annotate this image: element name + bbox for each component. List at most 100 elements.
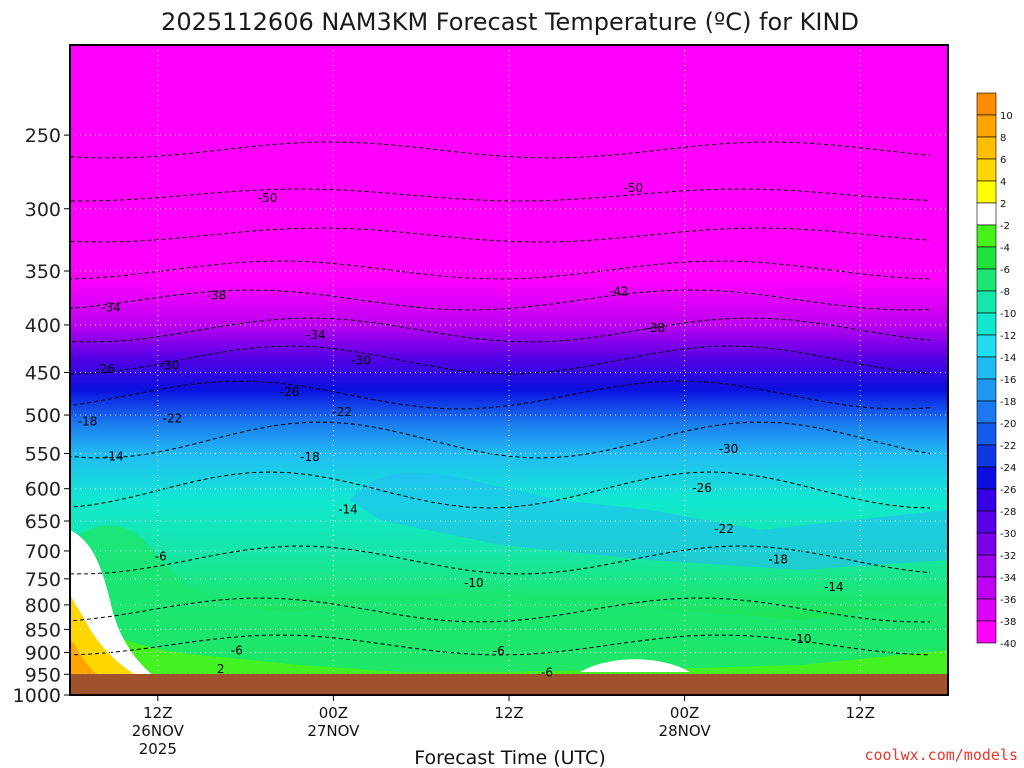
colorbar: 10 8 6 4 2 -2 -4 -6 -8 -10 -12 -14 -16 -18 -20 -22 -24 -2…: [976, 92, 1016, 650]
contour-label-0: -50: [258, 191, 278, 205]
colorbar-label-10: 10: [1000, 111, 1013, 122]
x-tick-label: 27NOV: [307, 722, 360, 740]
colorbar-label--24: -24: [1000, 463, 1016, 474]
isotherm-line-10: [70, 545, 931, 575]
grid-lines: [70, 45, 948, 695]
isotherm-line-7: [70, 380, 931, 410]
x-tick-label: 00Z: [319, 704, 348, 722]
colorbar-label--30: -30: [1000, 529, 1016, 540]
y-tick-label: 850: [25, 619, 61, 641]
contour-label-28: 2: [217, 662, 225, 676]
contour-label-16: -14: [338, 503, 358, 517]
colorbar-label--8: -8: [1000, 287, 1010, 298]
contour-label-14: -18: [300, 450, 320, 464]
contour-label-18: -26: [692, 481, 712, 495]
colorbar-cell-8: [976, 268, 997, 292]
colorbar-cell-14: [976, 400, 997, 424]
y-tick-label: 350: [25, 261, 61, 283]
colorbar-cell-7: [976, 246, 997, 270]
colorbar-label--32: -32: [1000, 551, 1016, 562]
colorbar-cell-2: [976, 136, 997, 160]
colorbar-label--28: -28: [1000, 507, 1016, 518]
contour-label-8: -30: [351, 354, 371, 368]
contour-label-4: -34: [101, 300, 121, 314]
colorbar-cell-22: [976, 576, 997, 600]
colorbar-label-4: 4: [1000, 177, 1006, 188]
contour-label-22: -10: [464, 576, 484, 590]
y-tick-label: 250: [25, 125, 61, 147]
colorbar-cell-21: [976, 554, 997, 578]
contour-label-15: -14: [104, 449, 124, 463]
colorbar-label--12: -12: [1000, 331, 1016, 342]
y-tick-label: 300: [25, 199, 61, 221]
contour-label-9: -26: [95, 362, 115, 376]
y-tick-label: 1000: [13, 685, 61, 707]
ground-strip: [70, 674, 948, 695]
colorbar-cell-20: [976, 532, 997, 556]
colorbar-label--2: -2: [1000, 221, 1010, 232]
band-yellow: [70, 595, 180, 695]
contour-label-17: -30: [719, 442, 739, 456]
contour-label-1: -50: [624, 181, 644, 195]
x-axis-label: Forecast Time (UTC): [414, 747, 605, 768]
isotherm-line-0: [70, 141, 931, 159]
band-white-patch: [580, 659, 690, 672]
y-axis: 2503003504004505005506006507007508008509…: [13, 125, 70, 707]
colorbar-cell-11: [976, 334, 997, 358]
colorbar-label--40: -40: [1000, 639, 1016, 650]
x-tick-label: 2025: [139, 740, 177, 758]
contour-label-24: -6: [155, 550, 167, 564]
colorbar-label--4: -4: [1000, 243, 1010, 254]
x-tick-label: 12Z: [143, 704, 172, 722]
colorbar-cell-13: [976, 378, 997, 402]
colorbar-cell-10: [976, 312, 997, 336]
contour-label-19: -22: [714, 522, 734, 536]
contour-label-26: -6: [493, 644, 505, 658]
contour-label-7: -30: [160, 358, 180, 372]
colorbar-cell-6: [976, 224, 997, 248]
contour-label-6: -38: [646, 321, 666, 335]
y-tick-label: 450: [25, 363, 61, 385]
colorbar-cell-4: [976, 180, 997, 204]
contour-label-12: -22: [332, 405, 352, 419]
colorbar-label-8: 8: [1000, 133, 1006, 144]
y-tick-label: 800: [25, 595, 61, 617]
contour-label-5: -34: [306, 328, 326, 342]
y-tick-label: 500: [25, 405, 61, 427]
y-tick-label: 400: [25, 315, 61, 337]
credit-text[interactable]: coolwx.com/models: [864, 746, 1018, 764]
y-tick-label: 700: [25, 541, 61, 563]
isotherm-line-11: [70, 597, 931, 623]
contour-label-2: -38: [207, 289, 227, 303]
colorbar-cell-5: [976, 202, 997, 226]
plot-area: -50 -50 -38 -42 -34 -34 -38 -30 -30 -26 -26 -22 -22 -…: [70, 45, 948, 695]
isotherm-line-6: [70, 345, 931, 375]
y-tick-label: 750: [25, 569, 61, 591]
contour-label-21: -14: [824, 580, 844, 594]
colorbar-cell-18: [976, 488, 997, 512]
x-tick-label: 12Z: [494, 704, 523, 722]
colorbar-label--10: -10: [1000, 309, 1016, 320]
contour-label-25: -6: [231, 644, 243, 658]
colorbar-cell-17: [976, 466, 997, 490]
isotherm-line-2: [70, 227, 931, 243]
colorbar-label-2: 2: [1000, 199, 1006, 210]
contour-label-11: -22: [163, 411, 183, 425]
contour-label-20: -18: [768, 553, 788, 567]
colorbar-label--38: -38: [1000, 617, 1016, 628]
colorbar-cell-15: [976, 422, 997, 446]
contour-label-3: -42: [609, 284, 629, 298]
colorbar-label--36: -36: [1000, 595, 1016, 606]
chart-title: 2025112606 NAM3KM Forecast Temperature (…: [161, 8, 859, 36]
x-tick-label: 00Z: [670, 704, 699, 722]
colorbar-cell-23: [976, 598, 997, 622]
contour-label-27: -6: [541, 666, 553, 680]
contour-label-13: -18: [78, 414, 98, 428]
isotherm-line-9: [70, 471, 931, 509]
x-tick-label: 12Z: [846, 704, 875, 722]
colorbar-cell-1: [976, 114, 997, 138]
colorbar-cell-19: [976, 510, 997, 534]
colorbar-cell-3: [976, 158, 997, 182]
